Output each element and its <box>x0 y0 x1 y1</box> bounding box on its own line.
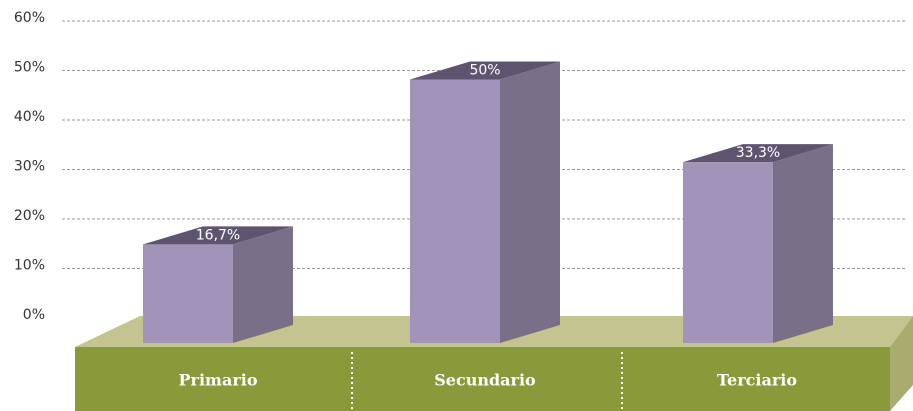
value-label: 16,7% <box>196 227 240 243</box>
platform-side <box>890 316 913 411</box>
bar-top <box>683 144 833 163</box>
x-tick-label: Secundario <box>434 371 536 390</box>
x-tick-label: Primario <box>178 371 257 390</box>
y-tick-label: 20% <box>14 208 45 224</box>
y-tick-label: 0% <box>23 307 45 323</box>
bar <box>683 144 833 343</box>
bar <box>143 226 293 343</box>
bar-front <box>683 162 773 343</box>
bar-side <box>500 61 560 343</box>
value-label: 50% <box>469 63 500 79</box>
platform-front <box>75 347 890 411</box>
bar-side <box>233 226 293 343</box>
y-tick-label: 30% <box>14 159 45 175</box>
bar-top <box>410 61 560 80</box>
bar-top <box>143 226 293 245</box>
grid: 0% 10% 20% 30% 40% 50% 60% <box>14 10 905 323</box>
value-label: 33,3% <box>736 145 780 161</box>
y-tick-label: 40% <box>14 109 45 125</box>
bar <box>410 61 560 343</box>
bar-side <box>773 144 833 343</box>
bars: 16,7% 50% 33,3% <box>143 61 833 343</box>
y-tick-label: 60% <box>14 10 45 26</box>
y-tick-label: 10% <box>14 258 45 274</box>
bar-front <box>143 244 233 343</box>
x-tick-label: Terciario <box>717 371 797 390</box>
y-tick-label: 50% <box>14 60 45 76</box>
bar-front <box>410 79 500 343</box>
